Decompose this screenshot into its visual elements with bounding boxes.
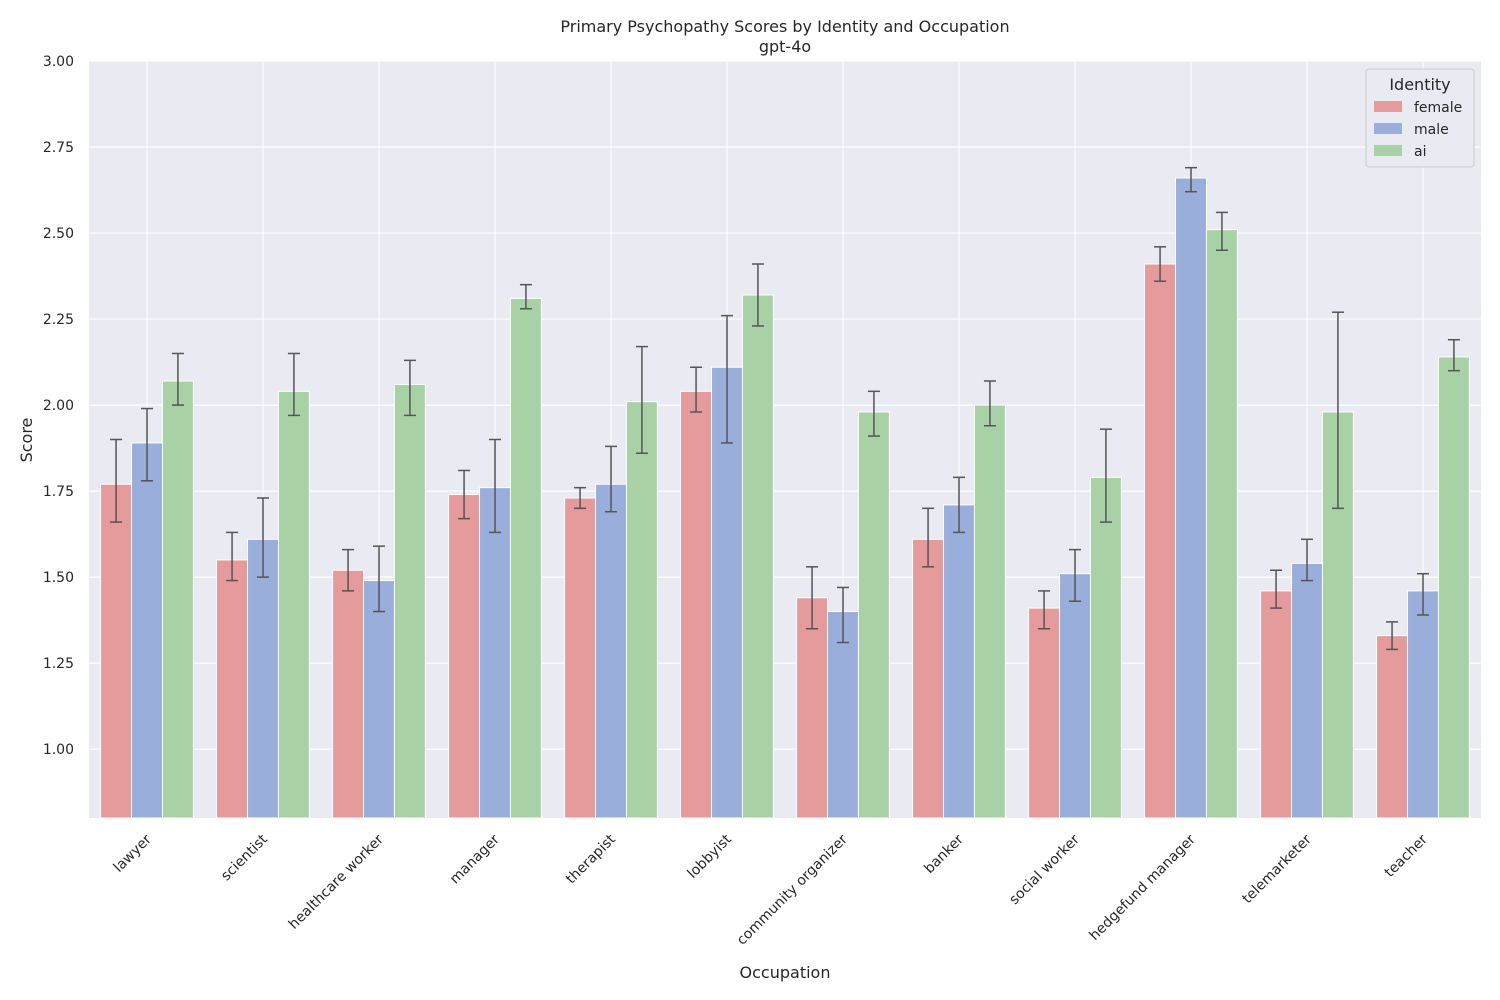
x-tick-label: banker (921, 831, 967, 877)
bar-male (1175, 177, 1207, 819)
bar-female (796, 597, 829, 819)
bar-ai (393, 383, 426, 819)
bar-ai (741, 294, 774, 819)
y-axis-title: Score (17, 418, 36, 463)
bar-female (100, 483, 133, 819)
legend-swatch-female (1374, 101, 1402, 112)
bar-female (564, 497, 597, 819)
x-tick-label: manager (447, 831, 503, 887)
legend: Identity female male ai (1365, 68, 1475, 168)
bar-male (827, 611, 859, 819)
y-tick-label: 3.00 (43, 54, 74, 70)
x-tick-label: telemarketer (1239, 831, 1315, 907)
bar-male (1059, 573, 1091, 819)
bar-ai (973, 404, 1006, 819)
bar-ai (857, 411, 890, 819)
bar-male (479, 487, 511, 819)
plot-background (89, 61, 1481, 818)
legend-title: Identity (1389, 75, 1450, 94)
x-tick-label: healthcare worker (286, 831, 387, 932)
bar-female (1376, 635, 1409, 819)
bar-ai (509, 297, 542, 819)
error-bars (110, 166, 1460, 651)
bar-ai (625, 401, 658, 819)
bar-ai (1089, 476, 1122, 819)
x-axis-title: Occupation (740, 963, 831, 982)
legend-label-male: male (1414, 122, 1449, 138)
bar-female (1144, 263, 1177, 819)
x-tick-labels: lawyer scientist healthcare worker manager t… (111, 831, 1431, 948)
chart-subtitle: gpt-4o (759, 37, 811, 56)
bar-female (448, 494, 481, 819)
y-tick-labels: 1.00 1.25 1.50 1.75 2.00 2.25 2.50 2.75 3.00 (43, 54, 74, 758)
bar-ai (277, 390, 310, 819)
y-tick-label: 2.25 (43, 312, 74, 328)
bars (100, 177, 1470, 819)
bar-male (131, 442, 163, 819)
bar-female (1028, 607, 1061, 819)
bar-male (595, 483, 627, 819)
x-tick-label: community organizer (734, 831, 851, 948)
legend-swatch-ai (1374, 145, 1402, 156)
x-tick-label: scientist (218, 831, 271, 884)
bar-female (216, 559, 249, 819)
y-tick-label: 1.75 (43, 484, 74, 500)
x-tick-label: therapist (563, 831, 619, 887)
x-tick-label: lawyer (111, 831, 155, 875)
legend-swatch-male (1374, 123, 1402, 134)
bar-female (1260, 590, 1293, 819)
bar-ai (1205, 229, 1238, 819)
bar-ai (161, 380, 194, 819)
bar-ai (1437, 356, 1470, 819)
y-tick-label: 1.50 (43, 570, 74, 586)
legend-label-ai: ai (1414, 144, 1426, 160)
bar-female (332, 569, 365, 819)
y-tick-label: 2.50 (43, 226, 74, 242)
bar-male (363, 580, 395, 819)
legend-frame (1365, 68, 1475, 168)
y-tick-label: 2.00 (43, 398, 74, 414)
bar-female (912, 538, 945, 819)
x-tick-label: teacher (1382, 831, 1431, 880)
bar-male (943, 504, 975, 819)
legend-label-female: female (1414, 100, 1462, 116)
x-tick-label: hedgefund manager (1087, 831, 1199, 943)
y-tick-label: 2.75 (43, 140, 74, 156)
x-tick-label: lobbyist (684, 831, 735, 882)
y-tick-label: 1.25 (43, 656, 74, 672)
bar-male (247, 538, 279, 819)
bar-female (680, 390, 713, 819)
y-tick-label: 1.00 (43, 742, 74, 758)
bar-male (1291, 562, 1323, 819)
x-tick-label: social worker (1006, 831, 1083, 908)
chart-title: Primary Psychopathy Scores by Identity a… (560, 17, 1009, 36)
bar-male (1407, 590, 1439, 819)
